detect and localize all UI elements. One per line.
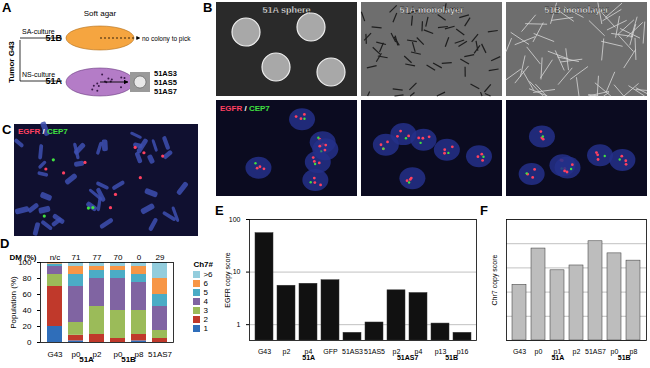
svg-text:G43: G43	[258, 348, 271, 355]
svg-text:51B: 51B	[121, 355, 136, 364]
svg-text:p16: p16	[457, 348, 469, 356]
svg-text:100: 100	[18, 258, 32, 268]
svg-text:p2: p2	[392, 348, 401, 356]
svg-text:40: 40	[23, 306, 32, 315]
svg-text:51A: 51A	[45, 76, 62, 86]
svg-text:G43: G43	[47, 350, 63, 359]
svg-text:77: 77	[93, 253, 102, 262]
svg-text:20: 20	[23, 322, 32, 331]
svg-text:51A: 51A	[79, 355, 94, 364]
svg-text:51AS7: 51AS7	[585, 348, 606, 355]
svg-text:1: 1	[237, 321, 241, 328]
svg-text:51AS7: 51AS7	[148, 350, 173, 359]
svg-text:51B: 51B	[618, 354, 631, 361]
html-text:>6: >6	[203, 270, 213, 279]
svg-text:51AS3: 51AS3	[154, 69, 177, 78]
html-text:4: 4	[203, 297, 208, 306]
svg-text:51AS7: 51AS7	[397, 354, 419, 361]
svg-text:EGFR / CEP7: EGFR / CEP7	[18, 127, 68, 136]
svg-text:80: 80	[23, 274, 32, 283]
svg-text:0: 0	[137, 253, 142, 262]
svg-text:p13: p13	[434, 348, 447, 356]
svg-text:Population (%): Population (%)	[9, 276, 18, 329]
svg-text:Tumor G43: Tumor G43	[7, 41, 16, 83]
html-text:5: 5	[203, 288, 208, 297]
svg-text:70: 70	[114, 253, 123, 262]
svg-text:71: 71	[72, 253, 81, 262]
svg-text:p1: p1	[553, 348, 562, 356]
svg-text:p0: p0	[610, 348, 619, 356]
svg-text:G43: G43	[513, 348, 526, 355]
svg-text:10: 10	[233, 268, 241, 275]
svg-text:B: B	[203, 0, 212, 15]
svg-text:p2: p2	[573, 348, 581, 356]
svg-text:p0: p0	[71, 350, 81, 360]
svg-text:p2: p2	[93, 350, 102, 359]
svg-text:EGFR copy score: EGFR copy score	[224, 252, 232, 307]
svg-text:51B: 51B	[445, 354, 458, 361]
svg-text:51AS5: 51AS5	[364, 348, 385, 355]
html-text:6: 6	[203, 279, 208, 288]
svg-text:NS-culture: NS-culture	[22, 71, 56, 78]
svg-text:A: A	[2, 0, 12, 15]
svg-text:60: 60	[23, 290, 32, 299]
svg-text:Chr7 copy score: Chr7 copy score	[491, 254, 499, 305]
svg-text:EGFR / CEP7: EGFR / CEP7	[220, 104, 270, 113]
html-text:D: D	[0, 236, 10, 251]
svg-text:no colony to pick: no colony to pick	[142, 35, 191, 43]
svg-text:Soft agar: Soft agar	[84, 9, 117, 18]
svg-text:51A monolayer: 51A monolayer	[399, 5, 464, 15]
svg-text:p8: p8	[135, 350, 144, 359]
svg-text:C: C	[2, 122, 12, 137]
html-text:1: 1	[203, 324, 208, 333]
svg-text:51AS5: 51AS5	[154, 78, 177, 87]
svg-text:GFP: GFP	[323, 348, 338, 355]
html-text:E: E	[215, 203, 224, 218]
svg-text:51B: 51B	[45, 33, 62, 43]
svg-text:51AS3: 51AS3	[342, 348, 363, 355]
svg-text:p4: p4	[414, 348, 423, 356]
svg-text:DM (%): DM (%)	[9, 253, 36, 262]
html-text:2: 2	[203, 315, 208, 324]
svg-text:SA-culture: SA-culture	[22, 28, 55, 35]
svg-text:51A: 51A	[302, 354, 315, 361]
svg-text:0: 0	[27, 338, 32, 347]
html-text:F: F	[480, 203, 488, 218]
svg-text:p8: p8	[630, 348, 638, 356]
svg-text:29: 29	[156, 253, 165, 262]
html-text:Ch7#: Ch7#	[193, 260, 213, 269]
svg-text:51B monolayer: 51B monolayer	[544, 5, 609, 15]
svg-text:n/c: n/c	[50, 253, 61, 262]
svg-text:p0: p0	[113, 350, 123, 360]
svg-text:p4: p4	[304, 348, 313, 356]
svg-text:p2: p2	[283, 348, 291, 356]
svg-text:51AS7: 51AS7	[154, 87, 177, 96]
svg-text:51A: 51A	[551, 354, 564, 361]
svg-text:100: 100	[229, 216, 241, 223]
svg-text:51A sphere: 51A sphere	[262, 5, 310, 15]
svg-text:p0: p0	[535, 348, 543, 356]
html-text:3: 3	[203, 306, 208, 315]
